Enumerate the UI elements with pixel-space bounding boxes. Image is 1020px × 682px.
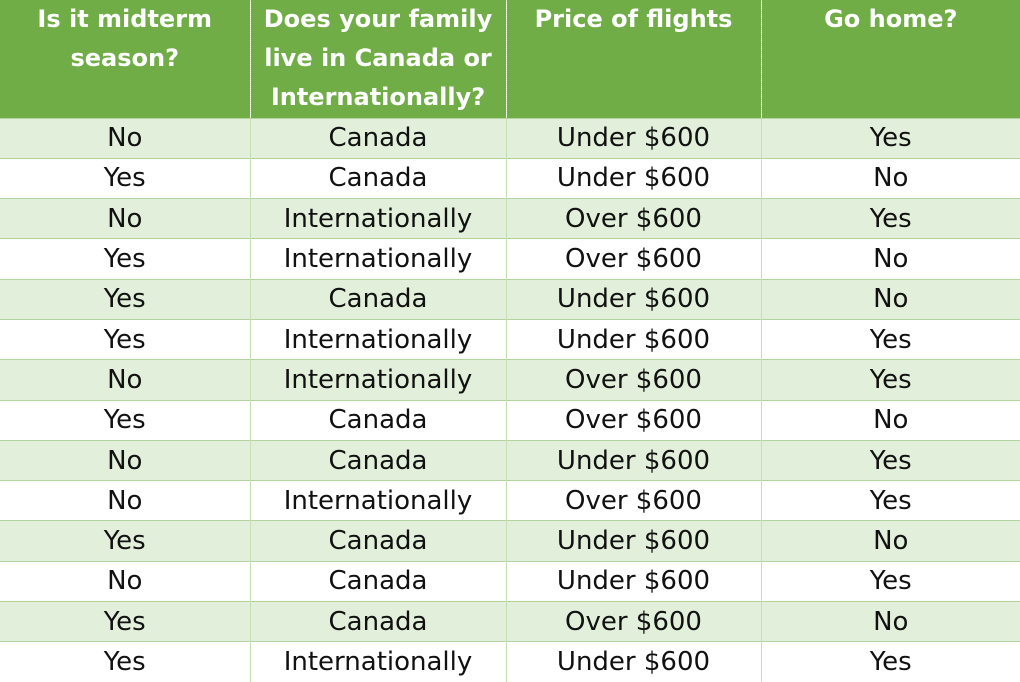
cell-midterm: Yes — [0, 520, 250, 562]
cell-go-home: Yes — [760, 117, 1020, 159]
cell-midterm: Yes — [0, 157, 250, 199]
header-row: Is it midterm season? Does your family l… — [0, 0, 1020, 118]
cell-midterm: Yes — [0, 238, 250, 280]
cell-midterm: No — [0, 480, 250, 521]
column-header-family-location: Does your family live in Canada or Inter… — [249, 0, 506, 118]
cell-family-location: Internationally — [249, 359, 506, 401]
cell-go-home: Yes — [760, 359, 1020, 401]
cell-go-home: Yes — [760, 318, 1020, 360]
cell-family-location: Canada — [249, 117, 506, 159]
cell-flight-price: Under $600 — [505, 117, 761, 159]
table-row: No Canada Under $600 Yes — [0, 560, 1020, 602]
column-header-midterm: Is it midterm season? — [37, 5, 213, 72]
table-row: Yes Canada Over $600 No — [0, 601, 1020, 642]
cell-family-location: Canada — [249, 560, 506, 602]
cell-flight-price: Over $600 — [505, 198, 761, 239]
table-row: Yes Canada Under $600 No — [0, 520, 1020, 562]
cell-go-home: Yes — [760, 439, 1020, 481]
cell-midterm: No — [0, 439, 250, 481]
cell-flight-price: Under $600 — [505, 278, 761, 320]
cell-midterm: Yes — [0, 399, 250, 441]
table-row: No Internationally Over $600 Yes — [0, 359, 1020, 401]
table-row: Yes Internationally Under $600 Yes — [0, 641, 1020, 682]
cell-go-home: No — [760, 520, 1020, 562]
cell-flight-price: Under $600 — [505, 641, 761, 682]
cell-flight-price: Under $600 — [505, 560, 761, 602]
cell-family-location: Internationally — [249, 480, 506, 521]
table-row: No Internationally Over $600 Yes — [0, 480, 1020, 521]
cell-go-home: Yes — [760, 480, 1020, 521]
cell-midterm: No — [0, 198, 250, 239]
cell-flight-price: Over $600 — [505, 480, 761, 521]
table-row: Yes Internationally Over $600 No — [0, 238, 1020, 280]
cell-flight-price: Under $600 — [505, 439, 761, 481]
cell-go-home: No — [760, 278, 1020, 320]
cell-midterm: Yes — [0, 318, 250, 360]
cell-family-location: Canada — [249, 278, 506, 320]
cell-flight-price: Over $600 — [505, 399, 761, 441]
cell-midterm: No — [0, 359, 250, 401]
cell-midterm: Yes — [0, 278, 250, 320]
cell-go-home: No — [760, 399, 1020, 441]
cell-family-location: Internationally — [249, 641, 506, 682]
cell-midterm: No — [0, 117, 250, 159]
cell-flight-price: Over $600 — [505, 238, 761, 280]
table-row: No Internationally Over $600 Yes — [0, 198, 1020, 239]
cell-family-location: Canada — [249, 157, 506, 199]
column-header-go-home: Go home? — [760, 0, 1020, 118]
cell-flight-price: Over $600 — [505, 601, 761, 642]
cell-family-location: Canada — [249, 399, 506, 441]
cell-family-location: Internationally — [249, 238, 506, 280]
column-header-flight-price: Price of flights — [505, 0, 761, 118]
cell-go-home: No — [760, 157, 1020, 199]
cell-flight-price: Over $600 — [505, 359, 761, 401]
cell-family-location: Internationally — [249, 198, 506, 239]
cell-go-home: No — [760, 601, 1020, 642]
table-row: Yes Canada Under $600 No — [0, 278, 1020, 320]
cell-flight-price: Under $600 — [505, 520, 761, 562]
cell-family-location: Canada — [249, 601, 506, 642]
table-row: No Canada Under $600 Yes — [0, 439, 1020, 481]
table-row: Yes Internationally Under $600 Yes — [0, 318, 1020, 360]
cell-flight-price: Under $600 — [505, 157, 761, 199]
cell-go-home: Yes — [760, 641, 1020, 682]
cell-go-home: No — [760, 238, 1020, 280]
cell-family-location: Canada — [249, 520, 506, 562]
cell-family-location: Canada — [249, 439, 506, 481]
cell-go-home: Yes — [760, 198, 1020, 239]
table-row: Yes Canada Over $600 No — [0, 399, 1020, 441]
table-row: No Canada Under $600 Yes — [0, 117, 1020, 159]
cell-go-home: Yes — [760, 560, 1020, 602]
cell-family-location: Internationally — [249, 318, 506, 360]
cell-midterm: Yes — [0, 601, 250, 642]
cell-flight-price: Under $600 — [505, 318, 761, 360]
table-header: Is it midterm season? Does your family l… — [0, 0, 1020, 118]
table-row: Yes Canada Under $600 No — [0, 157, 1020, 199]
cell-midterm: Yes — [0, 641, 250, 682]
cell-midterm: No — [0, 560, 250, 602]
table-body: No Canada Under $600 Yes Yes Canada Under $600… — [0, 117, 1020, 682]
